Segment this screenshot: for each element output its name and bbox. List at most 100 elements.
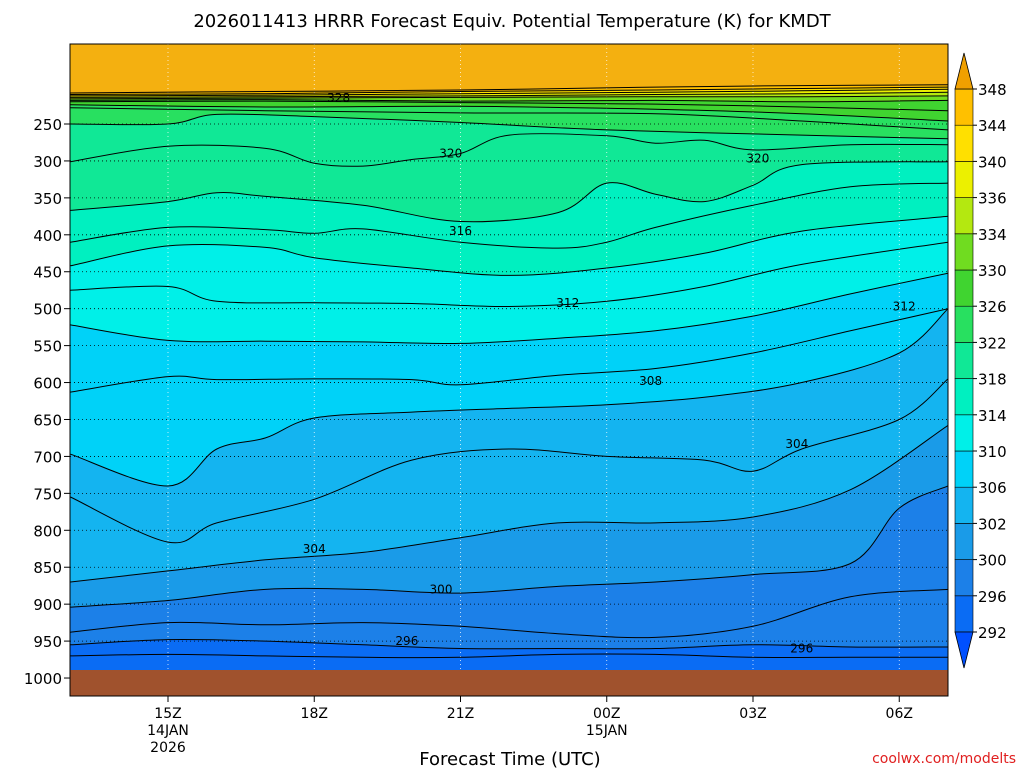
- colorbar-label: 330: [978, 262, 1007, 280]
- colorbar-label: 302: [978, 515, 1007, 533]
- svg-text:316: 316: [449, 224, 472, 238]
- y-tick-label: 750: [33, 485, 62, 503]
- colorbar-label: 292: [978, 624, 1007, 642]
- svg-text:296: 296: [790, 641, 813, 655]
- svg-text:308: 308: [639, 374, 662, 388]
- colorbar-label: 296: [978, 588, 1007, 606]
- contour-328: [70, 100, 948, 112]
- x-tick-label: 06Z: [886, 706, 913, 722]
- colorbar-band: [954, 414, 974, 452]
- credit-link[interactable]: coolwx.com/modelts: [872, 751, 1016, 767]
- y-tick-label: 900: [33, 596, 62, 614]
- contour-fill: [70, 44, 948, 670]
- colorbar-high-arrow: [954, 52, 974, 90]
- colorbar-band: [954, 124, 974, 162]
- colorbar-band: [954, 197, 974, 235]
- svg-text:320: 320: [746, 152, 769, 166]
- colorbar-label: 334: [978, 226, 1007, 244]
- band-294: [70, 654, 948, 670]
- x-tick-label: 18Z: [301, 706, 328, 722]
- contour-312: [70, 241, 948, 308]
- y-tick-label: 950: [33, 633, 62, 651]
- contour-326: [70, 104, 948, 122]
- colorbar-label: 348: [978, 81, 1007, 99]
- colorbar-low-arrow: [954, 631, 974, 669]
- y-tick-label: 700: [33, 448, 62, 466]
- colorbar-band: [954, 486, 974, 524]
- y-tick-label: 600: [33, 375, 62, 393]
- pressure-axis: 250 300 350 400 450 500 550 600 650 700 750 800 850 9…: [24, 116, 70, 688]
- x-tick-label: 00Z: [593, 706, 620, 722]
- contour-310: [70, 272, 948, 345]
- svg-text:304: 304: [303, 542, 326, 556]
- contour-label: 312: [893, 299, 916, 313]
- contour-label: 316: [449, 224, 472, 238]
- contour-336: [70, 91, 948, 98]
- contour-label: 320: [439, 147, 462, 161]
- contour-314: [70, 215, 948, 276]
- contour-label: 328: [327, 91, 350, 105]
- y-tick-label: 250: [33, 116, 62, 134]
- x-tick-label: 21Z: [447, 706, 474, 722]
- contour-label: 308: [639, 374, 662, 388]
- svg-text:304: 304: [785, 437, 808, 451]
- y-tick-label: 550: [33, 338, 62, 356]
- contour-298: [70, 588, 948, 639]
- svg-text:312: 312: [556, 296, 579, 310]
- colorbar-label: 336: [978, 190, 1007, 208]
- contour-label: 304: [303, 542, 326, 556]
- contour-label: 296: [790, 641, 813, 655]
- colorbar-band: [954, 450, 974, 488]
- colorbar-label: 322: [978, 334, 1007, 352]
- contour-340: [70, 88, 948, 97]
- x-tick-label: 2026: [150, 740, 186, 756]
- contour-308: [70, 308, 948, 393]
- colorbar-label: 318: [978, 371, 1007, 389]
- contour-lines: [70, 84, 948, 659]
- colorbar-label: 314: [978, 407, 1007, 425]
- contour-label: 300: [430, 582, 453, 596]
- svg-text:320: 320: [439, 147, 462, 161]
- contour-labels: 328 320 320 316 312 312 308 304 304 300 296 296: [303, 91, 916, 655]
- contour-294: [70, 653, 948, 659]
- contour-320: [70, 133, 948, 167]
- svg-text:300: 300: [430, 582, 453, 596]
- colorbar-band: [954, 595, 974, 633]
- y-tick-label: 800: [33, 522, 62, 540]
- y-tick-label: 300: [33, 153, 62, 171]
- x-axis-label: Forecast Time (UTC): [419, 749, 600, 768]
- y-tick-label: 850: [33, 559, 62, 577]
- x-tick-label: 14JAN: [147, 723, 189, 739]
- contour-318: [70, 161, 948, 223]
- svg-text:328: 328: [327, 91, 350, 105]
- colorbar-band: [954, 559, 974, 597]
- colorbar: 292 296 300 302 306 310 314 318 322 326 330 334 336 3…: [954, 52, 1007, 669]
- contour-label: 320: [746, 152, 769, 166]
- contour-302: [70, 424, 948, 583]
- colorbar-band: [954, 378, 974, 416]
- gridlines: [70, 44, 948, 679]
- ground-surface: [70, 670, 948, 696]
- colorbar-label: 344: [978, 117, 1007, 135]
- contour-348: [70, 84, 948, 94]
- y-tick-label: 400: [33, 227, 62, 245]
- x-tick-label: 15JAN: [586, 723, 628, 739]
- contour-344: [70, 86, 948, 95]
- contour-316: [70, 182, 948, 249]
- contour-label: 304: [785, 437, 808, 451]
- y-tick-label: 350: [33, 190, 62, 208]
- y-tick-label: 450: [33, 264, 62, 282]
- y-tick-label: 1000: [24, 670, 62, 688]
- colorbar-band: [954, 305, 974, 343]
- x-tick-label: 15Z: [154, 706, 181, 722]
- colorbar-band: [954, 342, 974, 379]
- y-tick-label: 500: [33, 301, 62, 319]
- svg-text:312: 312: [893, 299, 916, 313]
- contour-324: [70, 107, 948, 131]
- contour-334: [70, 95, 948, 100]
- colorbar-label: 326: [978, 298, 1007, 316]
- colorbar-label: 300: [978, 552, 1007, 570]
- colorbar-band: [954, 523, 974, 560]
